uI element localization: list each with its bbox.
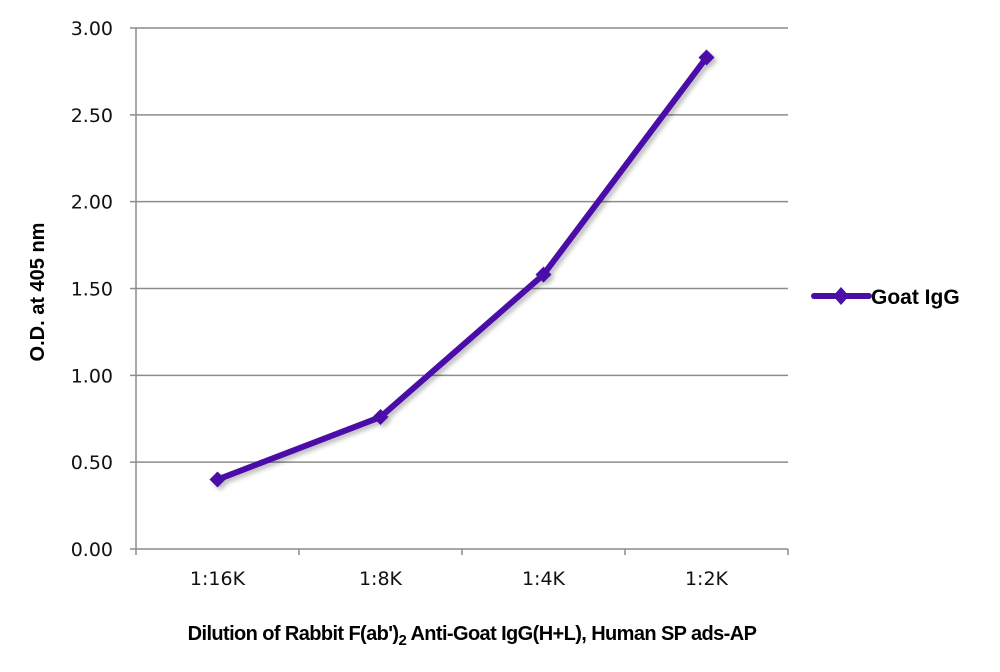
x-tick-label: 1:8K — [359, 568, 403, 590]
y-tick-label: 2.00 — [71, 192, 113, 214]
data-point-marker — [209, 471, 226, 488]
y-tick-label: 3.00 — [71, 18, 113, 40]
gridlines — [130, 27, 788, 550]
y-tick-label: 0.50 — [71, 452, 113, 474]
series-line — [214, 54, 710, 483]
x-axis-title: Dilution of Rabbit F(ab')2 Anti-Goat IgG… — [188, 623, 757, 649]
data-point-marker — [698, 49, 715, 66]
diamond-marker-icon — [833, 287, 849, 305]
x-tick-label: 1:16K — [190, 568, 246, 590]
data-point-marker — [372, 409, 389, 426]
y-axis-ticks: 0.00 0.50 1.00 1.50 2.00 2.50 3.00 — [71, 18, 113, 561]
y-axis-title: O.D. at 405 nm — [27, 223, 49, 362]
data-point-marker — [535, 266, 552, 283]
x-tick-label: 1:4K — [522, 568, 566, 590]
y-tick-label: 1.50 — [71, 279, 113, 301]
data-series — [209, 49, 715, 488]
x-axis: 1:16K 1:8K 1:4K 1:2K — [135, 28, 789, 590]
y-tick-label: 2.50 — [71, 105, 113, 127]
legend-label: Goat IgG — [871, 286, 960, 309]
x-tick-label: 1:2K — [685, 568, 729, 590]
y-tick-label: 1.00 — [71, 365, 113, 387]
y-tick-label: 0.00 — [71, 539, 113, 561]
legend: Goat IgG — [811, 286, 960, 309]
